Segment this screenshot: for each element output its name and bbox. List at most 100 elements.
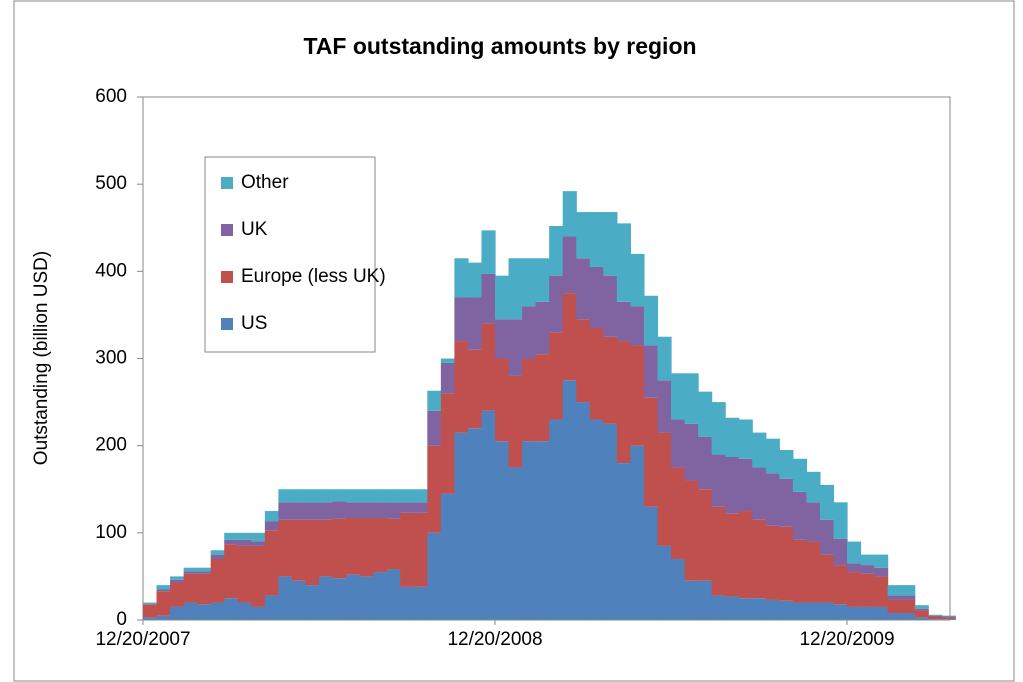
area-segment (373, 489, 388, 503)
area-segment (549, 332, 564, 420)
area-segment (278, 489, 293, 503)
area-segment (576, 212, 591, 259)
area-segment (562, 380, 577, 620)
area-segment (278, 519, 293, 577)
area-segment (576, 402, 591, 620)
area-segment (847, 563, 862, 573)
area-segment (156, 591, 171, 616)
area-segment (616, 301, 631, 342)
area-segment (413, 489, 428, 503)
area-segment (792, 539, 807, 603)
y-axis-label: Outstanding (billion USD) (31, 251, 52, 465)
area-segment (901, 599, 916, 614)
area-segment (874, 567, 889, 577)
area-segment (454, 432, 469, 620)
area-segment (847, 541, 862, 564)
area-segment (887, 585, 902, 596)
area-segment (237, 532, 252, 540)
area-segment (427, 445, 442, 533)
area-segment (847, 606, 862, 620)
area-segment (874, 606, 889, 620)
area-segment (346, 502, 361, 519)
area-segment (156, 585, 171, 590)
area-segment (928, 615, 943, 617)
area-segment (183, 571, 198, 574)
area-segment (806, 471, 821, 503)
area-segment (170, 606, 185, 620)
area-segment (386, 489, 401, 503)
area-segment (725, 417, 740, 457)
area-segment (562, 191, 577, 237)
area-segment (779, 600, 794, 620)
area-segment (386, 518, 401, 570)
area-segment (522, 306, 537, 359)
area-segment (535, 441, 550, 620)
area-segment (210, 554, 225, 559)
area-segment (400, 489, 415, 503)
area-segment (643, 295, 659, 346)
area-segment (752, 432, 767, 468)
area-segment (914, 617, 929, 620)
area-segment (589, 327, 604, 420)
area-segment (305, 585, 320, 620)
area-segment (630, 253, 645, 307)
area-segment (224, 539, 239, 545)
area-segment (711, 506, 726, 596)
area-segment (346, 518, 361, 575)
area-segment (278, 576, 293, 620)
area-segment (346, 489, 361, 503)
area-segment (427, 390, 442, 411)
area-segment (332, 489, 347, 502)
area-segment (522, 258, 537, 307)
area-segment (792, 458, 807, 492)
area-segment (264, 511, 279, 522)
x-tick-label: 12/20/2007 (95, 629, 190, 650)
y-tick-label: 500 (95, 173, 127, 194)
area-segment (305, 489, 320, 503)
area-segment (914, 608, 929, 611)
x-tick-label: 12/20/2009 (799, 629, 894, 650)
area-segment (860, 573, 875, 607)
area-segment (183, 567, 198, 572)
area-segment (427, 410, 442, 446)
area-segment (319, 576, 334, 620)
area-segment (630, 445, 645, 620)
y-tick-label: 100 (95, 522, 127, 543)
area-segment (765, 438, 780, 474)
area-segment (901, 613, 916, 620)
area-segment (535, 301, 550, 355)
area-segment (413, 586, 428, 620)
area-segment (603, 423, 618, 620)
area-segment (562, 236, 577, 294)
area-segment (738, 419, 753, 459)
y-tick-label: 0 (116, 609, 127, 630)
area-segment (657, 336, 672, 381)
area-segment (671, 419, 686, 468)
area-segment (752, 467, 767, 520)
area-segment (928, 614, 943, 616)
area-segment (467, 262, 483, 298)
area-segment (386, 569, 401, 620)
area-segment (819, 554, 835, 603)
area-segment (698, 489, 713, 581)
area-segment (684, 423, 699, 481)
x-tick-label: 12/20/2008 (447, 629, 542, 650)
area-segment (237, 539, 252, 546)
area-segment (400, 586, 415, 620)
area-segment (386, 502, 401, 519)
area-segment (467, 297, 483, 350)
area-segment (806, 602, 821, 620)
area-segment (941, 617, 956, 620)
area-segment (183, 573, 198, 603)
area-segment (359, 518, 374, 577)
area-segment (495, 358, 510, 442)
area-segment (143, 617, 158, 620)
area-segment (264, 595, 279, 620)
area-segment (698, 436, 713, 490)
area-segment (522, 441, 537, 620)
area-segment (400, 512, 415, 587)
area-segment (833, 565, 848, 605)
area-segment (224, 544, 239, 599)
area-segment (643, 345, 659, 398)
area-segment (359, 502, 374, 519)
